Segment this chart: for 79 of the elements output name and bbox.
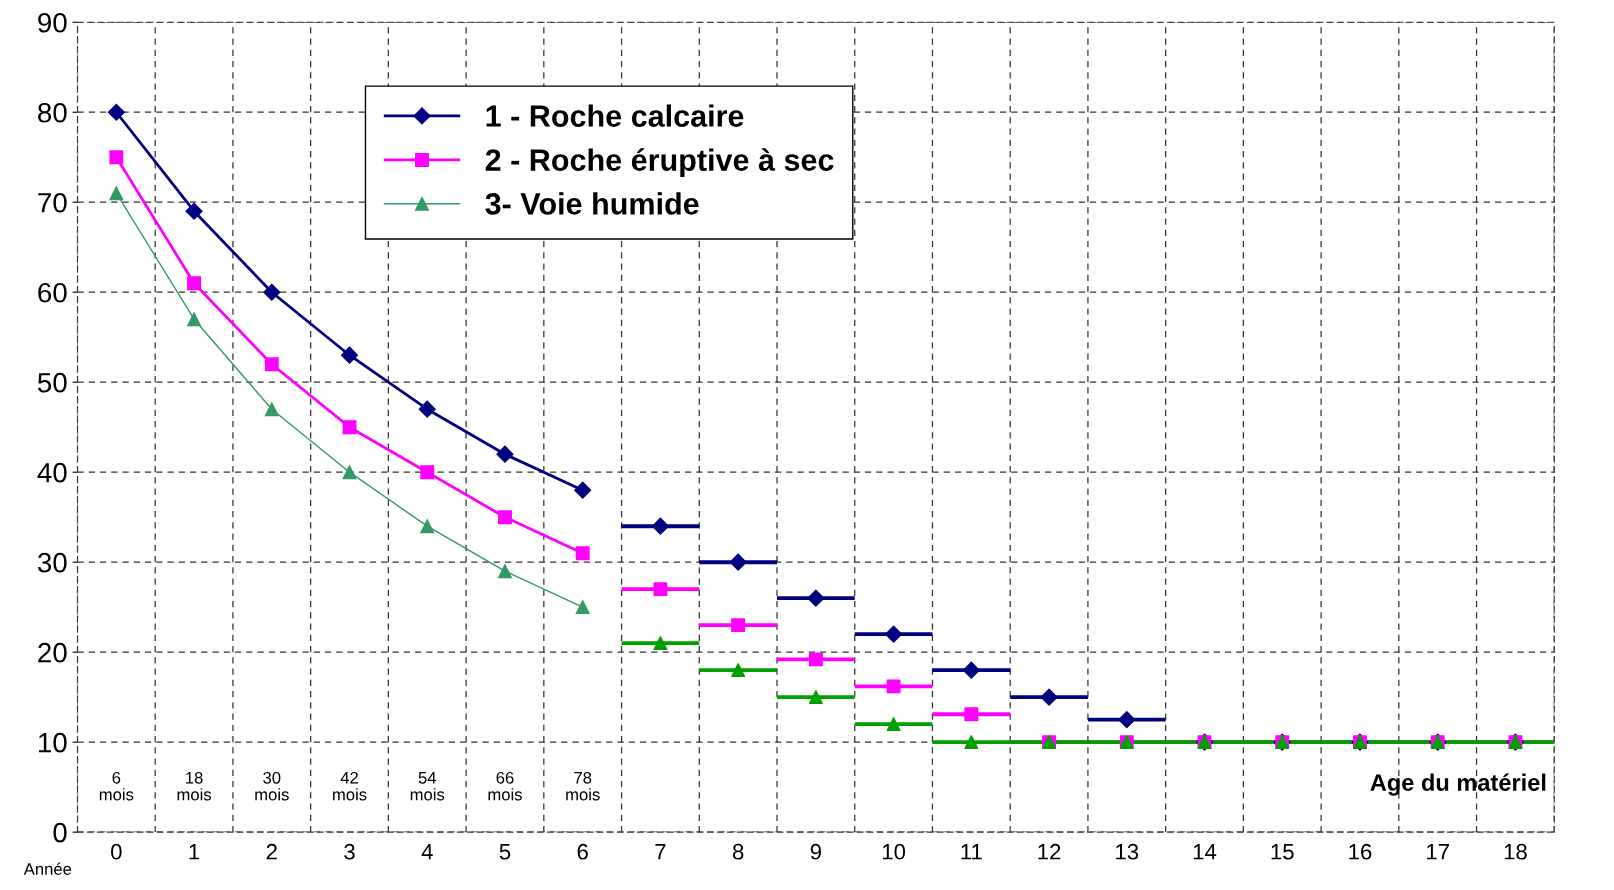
point — [187, 276, 202, 291]
point — [574, 481, 592, 499]
point — [264, 357, 279, 372]
x-tick-label: 18 — [1504, 843, 1527, 860]
legend-label: 2 - Roche éruptive à sec — [485, 148, 834, 177]
point — [264, 402, 279, 417]
point — [498, 510, 512, 525]
point — [964, 735, 979, 750]
x-tick-label: 0 — [111, 843, 122, 860]
point — [885, 625, 903, 643]
x-tick-label: 4 — [421, 844, 433, 860]
y-tick-label: 10 — [38, 732, 67, 753]
point — [653, 636, 668, 651]
point — [418, 400, 436, 418]
x-tick-label: 17 — [1427, 844, 1449, 860]
annotation: 54 mois — [410, 772, 445, 801]
point — [962, 661, 980, 679]
point — [109, 186, 124, 201]
x-tick-label: 3 — [344, 843, 355, 860]
x-tick-label: 15 — [1271, 844, 1294, 860]
point — [651, 517, 669, 535]
point — [808, 652, 823, 667]
y-tick-label: 90 — [38, 12, 67, 33]
x-tick-label: 9 — [810, 843, 821, 860]
x-tick-label: 10 — [882, 843, 906, 860]
annotation: 66 mois — [488, 771, 522, 801]
point — [808, 690, 823, 705]
annotation: 30 mois — [255, 771, 289, 801]
y-tick-label: 70 — [38, 192, 67, 213]
x-tick-label: 7 — [655, 844, 666, 860]
point — [575, 546, 590, 561]
point — [886, 717, 901, 732]
point — [729, 553, 747, 571]
x-tick-label: 1 — [189, 844, 200, 860]
annotation: 6 mois — [99, 771, 134, 801]
y-tick-label: 30 — [37, 552, 67, 573]
x-tick-label: 13 — [1116, 843, 1139, 860]
y-tick-label: 40 — [37, 462, 67, 483]
annotation: 78 mois — [566, 771, 600, 801]
legend-label: 3- Voie humide — [485, 192, 699, 215]
x-tick-label: 11 — [961, 844, 982, 860]
point — [420, 465, 435, 480]
y-tick-label: 80 — [38, 102, 67, 123]
point — [342, 420, 357, 435]
x-tick-label: 12 — [1038, 843, 1061, 860]
legend-label: 1 - Roche calcaire — [486, 104, 744, 127]
x-tick-label: 8 — [732, 843, 744, 860]
point — [107, 103, 125, 121]
point — [340, 346, 359, 364]
point — [420, 519, 435, 534]
x-tick-label: 16 — [1349, 843, 1372, 860]
x-tick-label: 6 — [577, 843, 588, 860]
y-tick-label: 0 — [53, 822, 67, 843]
point — [653, 582, 668, 597]
point — [1040, 688, 1058, 706]
y-tick-label: 20 — [38, 642, 67, 663]
text: Année — [23, 862, 72, 875]
annotation: 42 mois — [333, 771, 367, 801]
point — [263, 283, 281, 301]
point — [964, 707, 979, 722]
point — [731, 663, 746, 678]
point — [109, 150, 124, 165]
x-axis-title: Age du matériel — [1370, 773, 1546, 796]
point — [575, 600, 590, 615]
y-tick-label: 60 — [38, 282, 67, 303]
x-tick-label: 14 — [1193, 844, 1217, 860]
point — [187, 312, 202, 327]
point — [498, 564, 512, 579]
point — [496, 445, 514, 463]
x-tick-label: 5 — [499, 844, 511, 860]
x-tick-label: 2 — [266, 843, 277, 860]
point — [185, 202, 203, 220]
annotation: 18 mois — [177, 771, 212, 801]
y-tick-label: 50 — [37, 372, 67, 393]
point — [807, 589, 825, 607]
point — [342, 465, 357, 480]
point — [1118, 711, 1136, 729]
point — [731, 618, 746, 633]
point — [886, 679, 901, 694]
